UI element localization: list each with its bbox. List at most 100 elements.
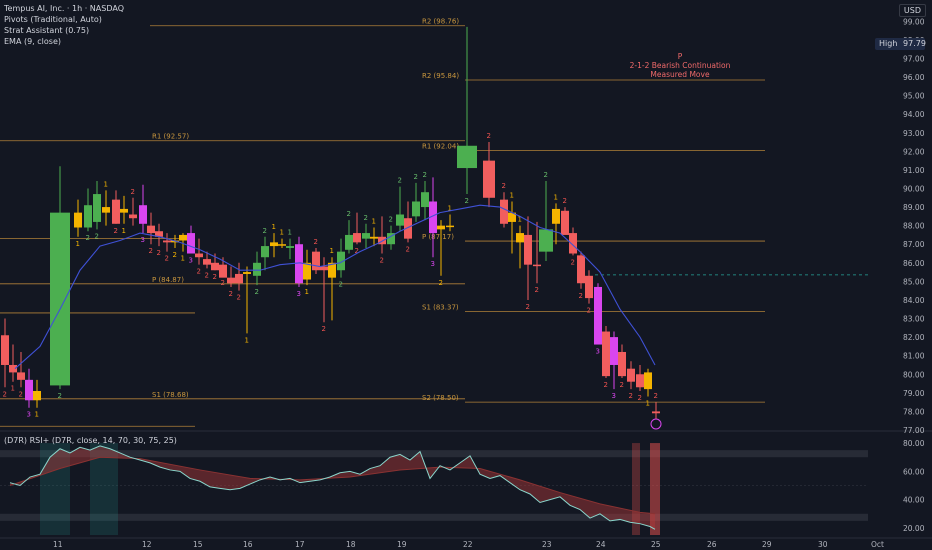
candle-body	[412, 201, 420, 217]
strat-number: 2	[638, 394, 642, 402]
strat-number: 3	[596, 348, 600, 356]
candle-body	[500, 199, 508, 224]
strat-number: 1	[646, 400, 650, 408]
rsi-tick-label: 80.00	[903, 439, 925, 448]
strat-number: 2	[255, 288, 259, 296]
candle-body	[533, 264, 541, 267]
strat-number: 1	[122, 227, 126, 235]
candle-body	[129, 214, 137, 219]
strat-number: 2	[579, 292, 583, 300]
annotation-line2: Measured Move	[650, 70, 710, 79]
candle-body	[187, 233, 195, 254]
candle-body	[561, 210, 569, 235]
strat-number: 1	[330, 247, 334, 255]
strat-number: 2	[535, 286, 539, 294]
indicator-ema[interactable]: EMA (9, close)	[4, 37, 61, 46]
price-tick-label: 79.00	[903, 389, 925, 398]
candle-body	[50, 212, 70, 386]
price-tick-label: 77.00	[903, 426, 925, 435]
strat-number: 2	[221, 279, 225, 287]
price-tick-label: 81.00	[903, 352, 925, 361]
strat-number: 2	[544, 171, 548, 179]
strat-number: 1	[104, 180, 108, 188]
candle-body	[261, 246, 269, 258]
price-tick-label: 93.00	[903, 129, 925, 138]
strat-number: 2	[322, 325, 326, 333]
high-label: High	[879, 39, 898, 48]
candle-body	[74, 212, 82, 228]
rsi-tick-label: 40.00	[903, 496, 925, 505]
chart-legend: Tempus AI, Inc. · 1h · NASDAQ Pivots (Tr…	[4, 3, 124, 47]
strat-number: 1	[35, 411, 39, 419]
strat-number: 2	[173, 251, 177, 259]
strat-number: 2	[571, 258, 575, 266]
time-tick-label: 11	[53, 540, 63, 549]
rsi-legend[interactable]: (D7R) RSI+ (D7R, close, 14, 70, 30, 75, …	[4, 436, 177, 445]
time-tick-label: 16	[243, 540, 253, 549]
strat-number: 1	[280, 229, 284, 237]
strat-number: 1	[518, 216, 522, 224]
time-tick-label: 25	[651, 540, 661, 549]
symbol-title: Tempus AI, Inc. · 1h · NASDAQ	[4, 4, 124, 13]
strat-number: 2	[237, 294, 241, 302]
candle-body	[243, 272, 251, 274]
candle-body	[227, 277, 235, 284]
strat-number: 2	[314, 238, 318, 246]
strat-number: 3	[431, 260, 435, 268]
candle-body	[396, 214, 404, 226]
candle-body	[219, 264, 227, 278]
annotation-marker: P	[677, 52, 683, 61]
currency-button[interactable]: USD	[898, 4, 926, 17]
pivot-label: R2 (98.76)	[422, 18, 459, 26]
candle-body	[211, 262, 219, 271]
candle-body	[9, 364, 17, 373]
strat-number: 1	[11, 385, 15, 393]
rsi-overbought-band	[0, 450, 868, 458]
strat-number: 2	[620, 381, 624, 389]
price-tick-label: 88.00	[903, 222, 925, 231]
pivot-label: R1 (92.57)	[152, 133, 189, 141]
time-tick-label: 29	[762, 540, 772, 549]
pivot-label: S2 (78.50)	[422, 394, 459, 402]
time-tick-label: 18	[346, 540, 356, 549]
candle-body	[644, 372, 652, 390]
strat-number: 2	[229, 290, 233, 298]
strat-number: 2	[654, 392, 658, 400]
strat-number: 2	[465, 197, 469, 205]
strat-number: 3	[612, 392, 616, 400]
candle-body	[120, 208, 128, 213]
candle-body	[345, 234, 353, 250]
strat-number: 2	[149, 247, 153, 255]
candle-body	[253, 262, 261, 276]
candle-body	[457, 145, 477, 169]
strat-number: 3	[141, 236, 145, 244]
pattern-annotation: P 2-1-2 Bearish Continuation Measured Mo…	[610, 52, 750, 79]
price-tick-label: 87.00	[903, 240, 925, 249]
strat-number: 1	[272, 223, 276, 231]
candle-body	[337, 251, 345, 271]
strat-number: 1	[305, 288, 309, 296]
time-tick-label: 12	[142, 540, 152, 549]
indicator-strat[interactable]: Strat Assistant (0.75)	[4, 26, 90, 35]
candle-body	[404, 218, 412, 239]
rsi-oversold-band	[0, 513, 868, 521]
strat-number: 1	[181, 255, 185, 263]
strat-number: 2	[355, 247, 359, 255]
strat-number: 2	[95, 232, 99, 240]
strat-number: 2	[3, 390, 7, 398]
strat-number: 2	[629, 392, 633, 400]
strat-number: 2	[380, 257, 384, 265]
strat-number: 3	[27, 411, 31, 419]
candle-body	[569, 233, 577, 254]
indicator-pivots[interactable]: Pivots (Traditional, Auto)	[4, 15, 102, 24]
candle-body	[195, 253, 203, 258]
candle-body	[577, 255, 585, 284]
candle-body	[524, 234, 532, 265]
price-tick-label: 92.00	[903, 147, 925, 156]
rsi-tick-label: 60.00	[903, 467, 925, 476]
strat-number: 2	[197, 268, 201, 276]
candle-body	[155, 231, 163, 237]
time-tick-label: 26	[707, 540, 717, 549]
strat-number: 2	[263, 227, 267, 235]
